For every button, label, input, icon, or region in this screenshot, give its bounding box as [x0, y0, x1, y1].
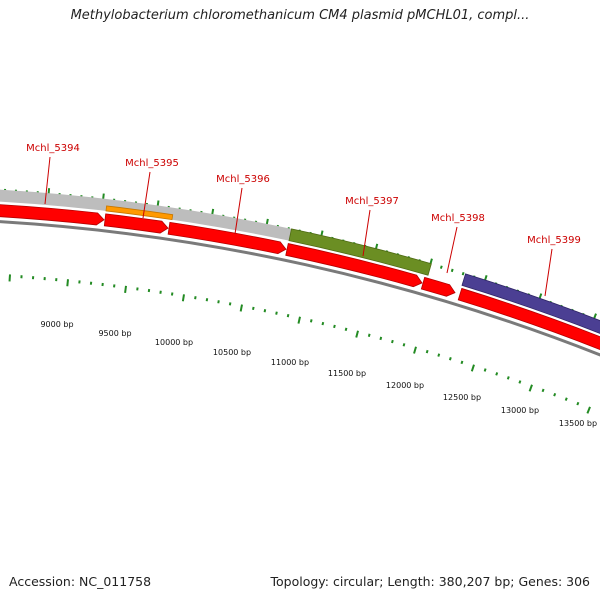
minor-tick: [437, 353, 441, 357]
cds-track: [0, 204, 600, 350]
leader-line-4: [362, 209, 371, 257]
major-tick: [470, 364, 475, 372]
minor-tick: [541, 388, 545, 393]
minor-tick: [367, 333, 371, 337]
minor-tick: [344, 327, 348, 331]
minor-tick: [333, 324, 336, 329]
purple-feature-band: [461, 273, 600, 334]
gene-label-mchl-5398[interactable]: Mchl_5398: [431, 213, 485, 224]
bp-labels: 9000 bp 9500 bp 10000 bp 10500 bp 11000 …: [40, 320, 597, 428]
feature-track: [0, 189, 600, 334]
minor-tick: [439, 265, 443, 269]
cds-arrow-mchl-5397: [285, 243, 423, 288]
major-tick: [586, 406, 591, 414]
leader-line-2: [142, 171, 151, 219]
minor-tick: [564, 397, 568, 401]
major-tick: [66, 279, 69, 287]
minor-tick: [450, 268, 454, 273]
gene-label-mchl-5399[interactable]: Mchl_5399: [527, 235, 581, 246]
accession-text: Accession: NC_011758: [9, 574, 152, 589]
minor-tick: [518, 380, 522, 384]
minor-tick: [461, 271, 465, 276]
bp-label-11500: 11500 bp: [328, 369, 366, 378]
minor-tick: [506, 376, 510, 380]
major-tick: [413, 346, 417, 354]
minor-tick: [217, 300, 220, 304]
major-tick: [124, 285, 127, 293]
bp-label-10000: 10000 bp: [155, 338, 193, 347]
leader-line-1: [44, 156, 51, 205]
leader-line-6: [544, 248, 553, 297]
backbone-line: [0, 220, 600, 357]
cds-arrow-mchl-5395: [103, 213, 169, 234]
bp-label-13500: 13500 bp: [559, 419, 597, 428]
minor-tick: [495, 372, 499, 376]
bp-label-10500: 10500 bp: [213, 348, 251, 357]
minor-tick: [553, 392, 557, 397]
minor-tick: [228, 302, 232, 306]
leader-line-5: [446, 226, 458, 274]
bp-label-12000: 12000 bp: [386, 381, 424, 390]
inner-tick-ring: [8, 274, 591, 414]
gene-labels: Mchl_5394 Mchl_5395 Mchl_5396 Mchl_5397 …: [26, 143, 581, 246]
minor-tick: [321, 321, 325, 326]
major-tick: [528, 384, 533, 392]
map-summary-text: Topology: circular; Length: 380,207 bp; …: [270, 574, 591, 589]
minor-tick: [576, 401, 580, 406]
minor-tick: [379, 336, 383, 341]
bp-label-9500: 9500 bp: [98, 329, 131, 338]
cds-arrow-mchl-5394: [0, 204, 105, 226]
map-title: Methylobacterium chloromethanicum CM4 pl…: [70, 8, 530, 23]
minor-tick: [402, 343, 406, 347]
label-leaders: [44, 156, 553, 297]
cds-arrow-mchl-5396: [167, 221, 287, 255]
minor-tick: [263, 309, 267, 313]
olive-feature-band: [288, 228, 432, 276]
major-tick: [297, 316, 301, 324]
cds-arrow-mchl-5399: [457, 287, 600, 350]
gene-label-mchl-5397[interactable]: Mchl_5397: [345, 196, 399, 207]
major-tick: [355, 330, 359, 338]
gene-label-mchl-5396[interactable]: Mchl_5396: [216, 174, 270, 185]
leader-line-3: [234, 187, 243, 235]
minor-tick: [483, 368, 487, 372]
major-tick: [239, 304, 243, 312]
minor-tick: [425, 349, 429, 354]
bp-label-12500: 12500 bp: [443, 393, 481, 402]
minor-tick: [460, 360, 464, 365]
bp-label-11000: 11000 bp: [271, 358, 309, 367]
orange-feature-band: [105, 205, 174, 221]
minor-tick: [286, 313, 290, 318]
gene-label-mchl-5395[interactable]: Mchl_5395: [125, 158, 179, 169]
minor-tick: [205, 298, 209, 302]
backbone-arc: [0, 220, 600, 357]
minor-tick: [309, 319, 313, 323]
minor-tick: [275, 311, 278, 315]
bp-label-9000: 9000 bp: [40, 320, 73, 329]
minor-tick: [252, 306, 255, 311]
major-tick: [181, 294, 185, 302]
bp-label-13000: 13000 bp: [501, 406, 539, 415]
cds-arrow-mchl-5398: [420, 276, 456, 297]
minor-tick: [391, 339, 394, 344]
gene-label-mchl-5394[interactable]: Mchl_5394: [26, 143, 80, 154]
minor-tick: [448, 356, 452, 361]
